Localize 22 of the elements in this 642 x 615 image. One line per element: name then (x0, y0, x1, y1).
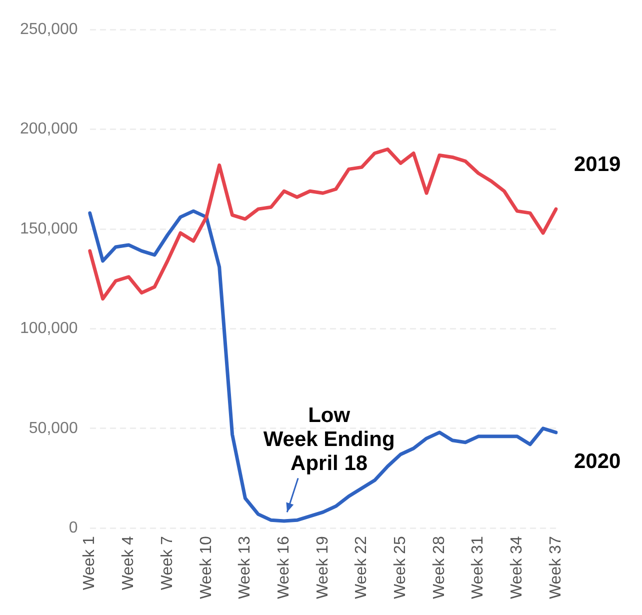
x-tick-label: Week 25 (392, 536, 410, 600)
x-tick-label: Week 7 (158, 536, 176, 590)
x-tick-label: Week 13 (236, 536, 254, 600)
x-tick-label: Week 10 (198, 536, 215, 600)
x-tick-label: Week 4 (120, 536, 138, 590)
x-tick-label: Week 28 (430, 536, 448, 600)
x-tick-label: Week 34 (508, 536, 526, 600)
series-label: 2019 (574, 152, 621, 176)
x-tick-label: Week 19 (314, 536, 332, 600)
y-tick-label: 0 (68, 520, 78, 537)
annotation: Low Week Ending April 18 (263, 404, 395, 476)
x-tick-label: Week 22 (353, 536, 370, 600)
y-tick-label: 250,000 (20, 21, 78, 38)
y-tick-label: 50,000 (28, 420, 78, 437)
x-tick-label: Week 37 (547, 536, 564, 600)
y-tick-label: 100,000 (20, 320, 78, 338)
x-tick-label: Week 16 (275, 536, 292, 600)
x-tick-label: Week 31 (470, 536, 487, 600)
y-tick-label: 150,000 (20, 220, 78, 238)
x-tick-label: Week 1 (81, 536, 98, 590)
y-tick-label: 200,000 (20, 120, 78, 138)
series-label: 2020 (574, 450, 621, 474)
